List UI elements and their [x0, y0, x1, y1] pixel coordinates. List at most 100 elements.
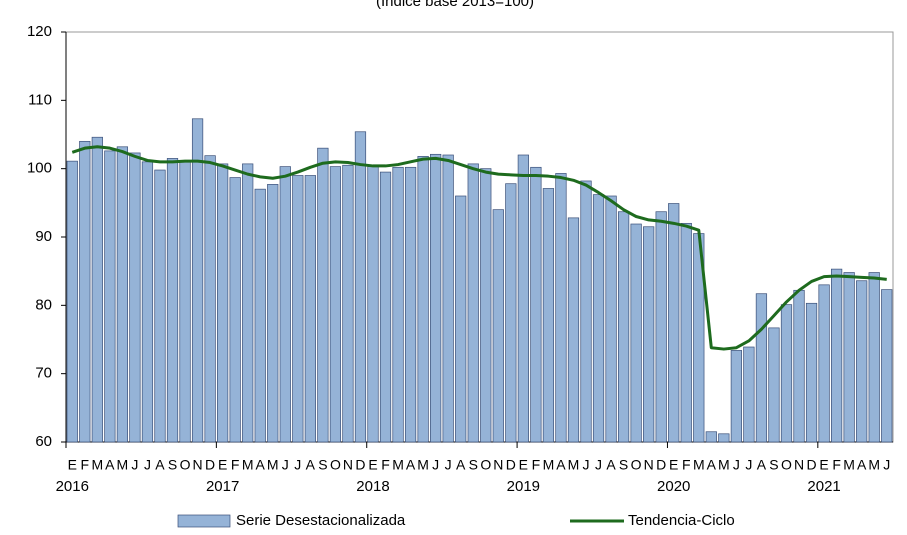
bar — [354, 131, 367, 443]
bar — [705, 431, 717, 443]
x-tick-label: S — [318, 457, 327, 473]
bar — [805, 302, 818, 443]
x-tick-label: A — [155, 457, 165, 473]
year-label: 2018 — [356, 478, 389, 495]
y-tick-label: 100 — [27, 160, 52, 177]
x-tick-label: A — [857, 457, 867, 473]
bar — [66, 160, 78, 443]
x-tick-label: M — [267, 457, 279, 473]
x-tick-label: J — [445, 457, 452, 473]
legend-label: Tendencia-Ciclo — [628, 512, 735, 529]
x-tick-label: F — [532, 457, 541, 473]
x-tick-label: S — [619, 457, 628, 473]
x-tick-label: A — [306, 457, 316, 473]
bar — [718, 433, 730, 443]
bar — [542, 188, 555, 443]
bar — [292, 175, 304, 443]
bar — [818, 284, 830, 443]
x-tick-label: E — [669, 457, 678, 473]
x-tick-label: E — [819, 457, 828, 473]
x-tick-label: M — [843, 457, 855, 473]
x-tick-label: N — [193, 457, 203, 473]
bar — [342, 164, 354, 443]
x-tick-label: F — [832, 457, 841, 473]
bar — [229, 177, 241, 443]
x-tick-label: O — [180, 457, 191, 473]
x-tick-label: J — [144, 457, 151, 473]
bar — [304, 175, 316, 443]
bar — [768, 327, 780, 443]
x-tick-label: S — [469, 457, 478, 473]
x-tick-label: F — [81, 457, 90, 473]
bar — [480, 168, 492, 443]
bar — [530, 166, 542, 443]
year-label: 2021 — [807, 478, 840, 495]
bar — [755, 293, 768, 443]
bar — [780, 304, 793, 443]
bar — [404, 166, 417, 443]
bar — [505, 183, 517, 443]
x-tick-label: A — [707, 457, 717, 473]
bar — [630, 223, 642, 443]
chart-subtitle: (Índice base 2013=100) — [376, 0, 534, 10]
bar — [843, 272, 855, 443]
x-tick-label: F — [682, 457, 691, 473]
x-tick-label: A — [406, 457, 416, 473]
bar — [567, 217, 580, 443]
x-tick-label: M — [718, 457, 730, 473]
bar — [617, 211, 630, 443]
bar — [166, 158, 179, 443]
x-tick-label: D — [656, 457, 666, 473]
x-tick-label: J — [733, 457, 740, 473]
x-tick-label: O — [631, 457, 642, 473]
year-label: 2019 — [507, 478, 540, 495]
year-label: 2020 — [657, 478, 690, 495]
x-tick-label: M — [392, 457, 404, 473]
bar — [868, 272, 880, 443]
x-tick-label: J — [883, 457, 890, 473]
bar — [668, 203, 680, 443]
bar — [267, 184, 279, 443]
x-tick-label: S — [168, 457, 177, 473]
x-tick-label: E — [519, 457, 528, 473]
y-tick-label: 80 — [35, 296, 52, 313]
x-tick-label: M — [242, 457, 254, 473]
x-tick-label: A — [556, 457, 566, 473]
x-tick-label: J — [745, 457, 752, 473]
x-tick-label: D — [806, 457, 816, 473]
x-tick-label: J — [282, 457, 289, 473]
x-tick-label: D — [205, 457, 215, 473]
x-tick-label: S — [769, 457, 778, 473]
x-tick-label: F — [381, 457, 390, 473]
bar — [242, 163, 254, 443]
x-tick-label: J — [595, 457, 602, 473]
x-tick-label: A — [456, 457, 466, 473]
bar — [129, 152, 141, 443]
bar — [141, 161, 154, 443]
x-tick-label: J — [583, 457, 590, 473]
bar — [430, 153, 442, 443]
x-tick-label: M — [543, 457, 555, 473]
x-tick-label: D — [355, 457, 365, 473]
bar — [881, 289, 893, 443]
y-tick-label: 60 — [35, 433, 52, 450]
bar — [743, 346, 755, 443]
bar — [655, 211, 667, 443]
x-tick-label: O — [330, 457, 341, 473]
x-tick-label: A — [105, 457, 115, 473]
bar — [154, 169, 166, 443]
trend-line — [71, 145, 887, 351]
bar — [367, 166, 379, 443]
y-tick-label: 70 — [35, 365, 52, 382]
year-label: 2017 — [206, 478, 239, 495]
x-tick-label: N — [493, 457, 503, 473]
bar — [116, 146, 128, 443]
x-tick-label: M — [693, 457, 705, 473]
y-tick-label: 90 — [35, 228, 52, 245]
bar — [329, 166, 342, 443]
bar — [392, 166, 404, 443]
bar — [191, 118, 204, 443]
bar — [104, 150, 116, 443]
bar — [605, 195, 617, 443]
bar — [217, 163, 229, 443]
